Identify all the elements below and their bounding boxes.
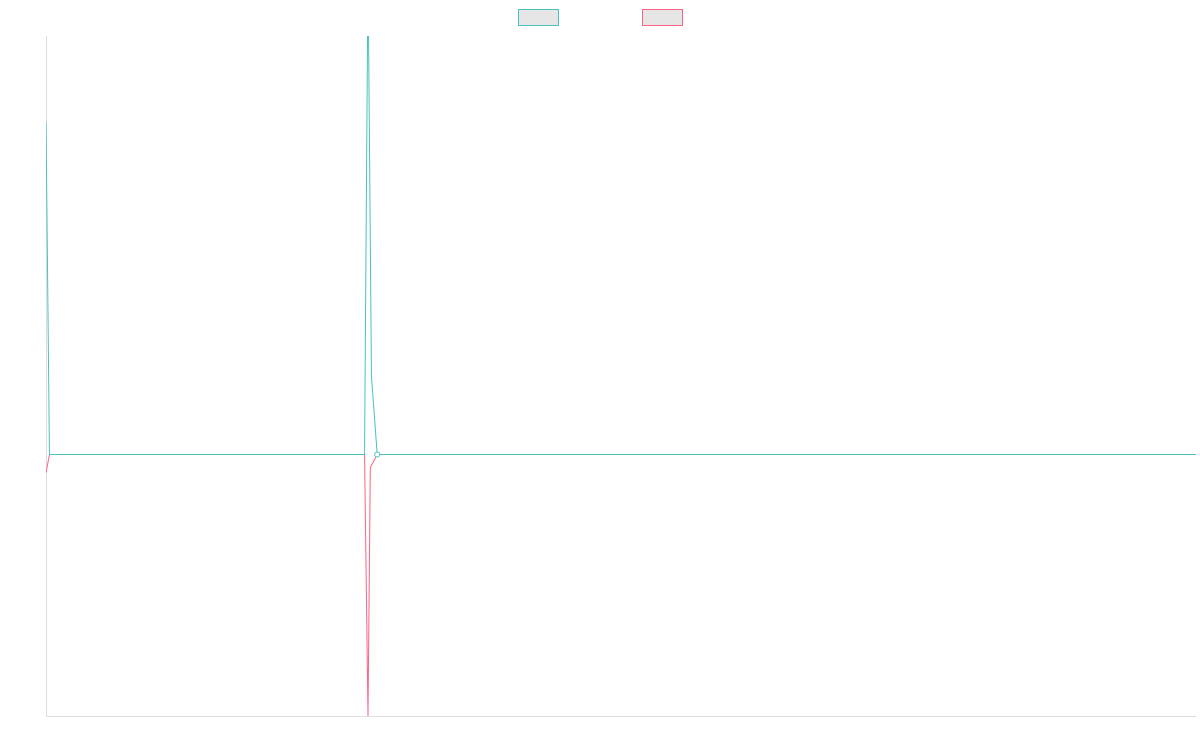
legend-swatch-series-2[interactable] bbox=[642, 9, 683, 26]
series-1-point-1[interactable] bbox=[374, 451, 381, 458]
series-1-line bbox=[46, 36, 1196, 455]
legend-swatch-series-1[interactable] bbox=[518, 9, 559, 26]
series-2-line bbox=[46, 453, 1196, 716]
plot-area bbox=[46, 36, 1196, 716]
legend bbox=[518, 9, 683, 26]
axes bbox=[46, 36, 1196, 717]
